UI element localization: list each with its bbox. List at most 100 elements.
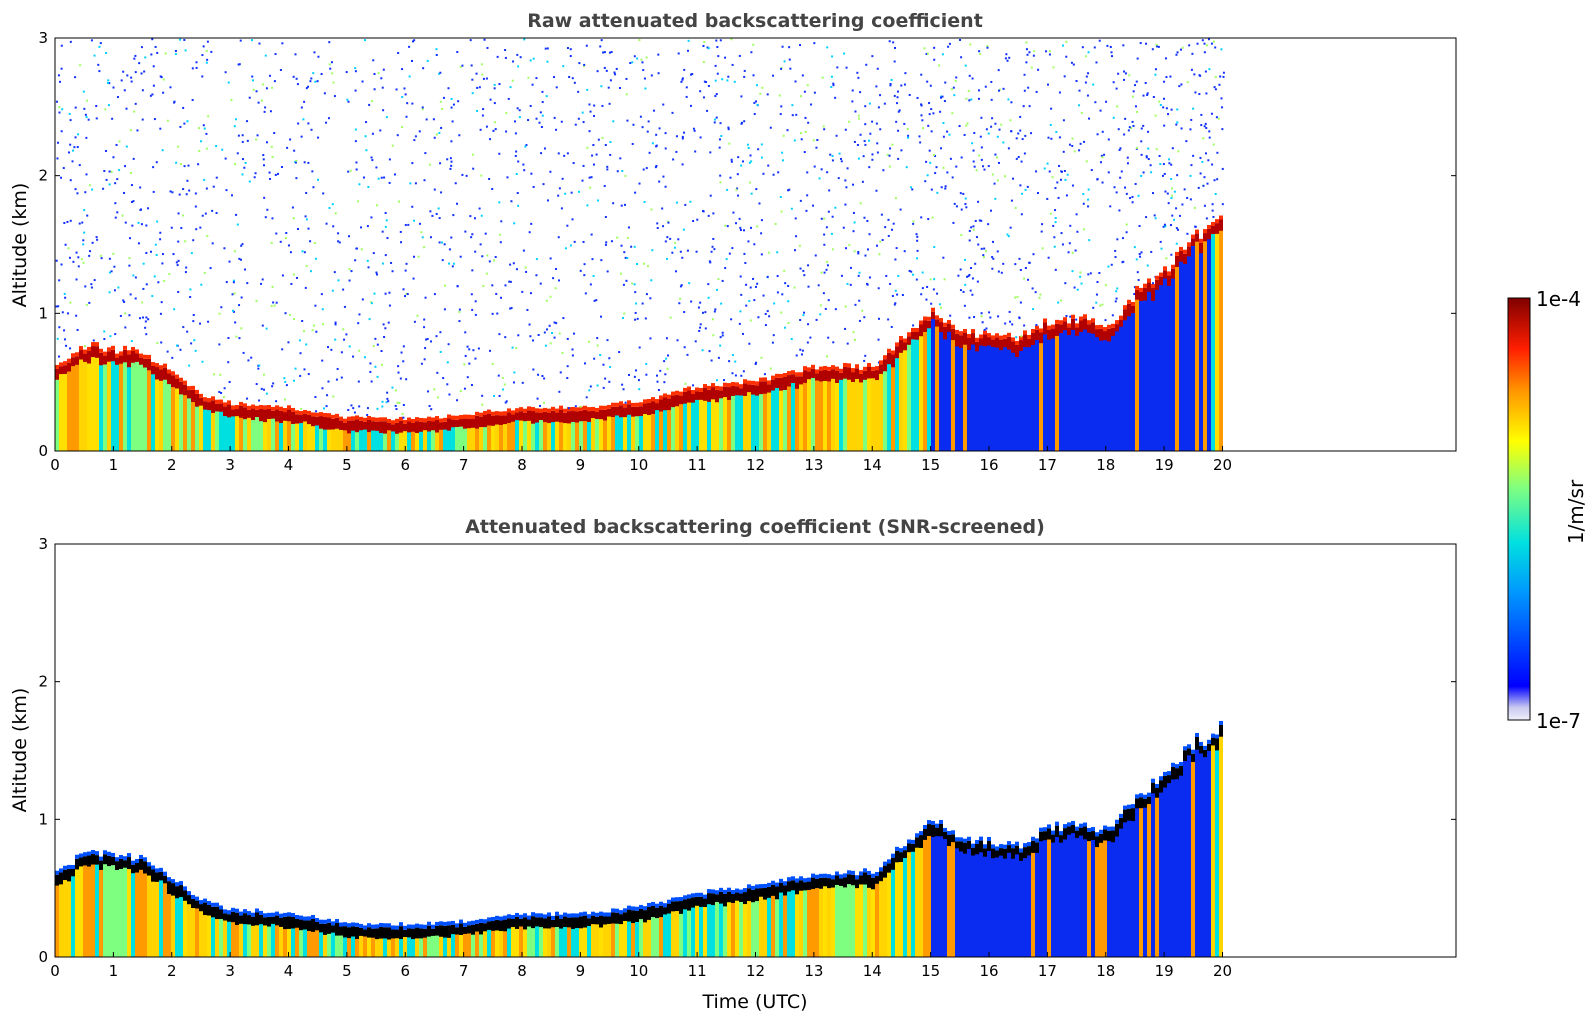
heatmap-cell-edge — [939, 318, 943, 323]
heatmap-cell-noise — [651, 249, 654, 252]
heatmap-cell-noise — [877, 361, 880, 364]
heatmap-cell-body — [731, 390, 735, 451]
heatmap-cell-noise — [459, 255, 462, 258]
heatmap-cell-body — [459, 929, 463, 957]
heatmap-cell-layer — [55, 874, 59, 886]
heatmap-cell-noise — [369, 362, 372, 365]
heatmap-cell-layer — [507, 918, 511, 929]
heatmap-cell-layer — [711, 387, 715, 400]
heatmap-cell-noise — [247, 359, 250, 362]
heatmap-cell-edge — [1155, 275, 1159, 280]
heatmap-cell-noise — [925, 298, 928, 301]
heatmap-cell-noise — [322, 192, 325, 195]
heatmap-cell-noise — [607, 86, 610, 89]
heatmap-cell-noise — [868, 276, 871, 279]
heatmap-cell-noise — [949, 157, 952, 160]
heatmap-cell-body — [767, 892, 771, 957]
heatmap-cell-noise — [799, 95, 802, 98]
heatmap-cell-noise — [936, 292, 939, 295]
heatmap-cell-noise — [1137, 194, 1140, 197]
heatmap-cell-noise — [750, 226, 753, 229]
heatmap-cell-noise — [1131, 120, 1134, 123]
heatmap-cell-noise — [459, 65, 462, 68]
heatmap-cell-layer — [523, 412, 527, 422]
heatmap-cell-noise — [1145, 156, 1148, 159]
heatmap-cell-noise — [1133, 246, 1136, 249]
heatmap-cell-edge — [403, 419, 407, 424]
heatmap-cell-edge — [967, 334, 971, 339]
heatmap-cell-noise — [63, 222, 66, 225]
heatmap-cell-layer — [1115, 324, 1119, 332]
heatmap-cell-noise — [539, 282, 542, 285]
heatmap-cell-body — [95, 859, 99, 957]
heatmap-cell-layer — [1099, 328, 1103, 341]
heatmap-cell-edge — [443, 417, 447, 422]
heatmap-cell-layer — [1179, 250, 1183, 262]
heatmap-cell-layer — [947, 834, 951, 847]
heatmap-cell-body — [875, 879, 879, 957]
heatmap-cell-noise — [186, 179, 189, 182]
heatmap-cell-noise — [1220, 97, 1223, 100]
heatmap-cell-noise — [861, 180, 864, 183]
heatmap-cell-noise — [1192, 107, 1195, 110]
heatmap-cell-layer — [579, 916, 583, 929]
heatmap-cell-noise — [996, 250, 999, 253]
heatmap-cell-noise — [231, 293, 234, 296]
heatmap-cell-noise — [1190, 118, 1193, 121]
heatmap-cell-noise — [262, 154, 265, 157]
heatmap-cell-noise — [581, 179, 584, 182]
heatmap-cell-edge — [827, 366, 831, 371]
heatmap-cell-edge — [1203, 229, 1207, 234]
heatmap-cell-body — [1115, 327, 1119, 451]
heatmap-cell-edge — [739, 889, 743, 894]
heatmap-cell-layer — [183, 890, 187, 901]
heatmap-cell-noise — [853, 338, 856, 341]
heatmap-cell-noise — [268, 74, 271, 77]
heatmap-cell-layer — [767, 384, 771, 393]
heatmap-cell-noise — [86, 99, 89, 102]
heatmap-cell-edge — [1107, 826, 1111, 831]
heatmap-cell-noise — [311, 329, 314, 332]
heatmap-cell-layer — [1067, 826, 1071, 835]
heatmap-cell-edge — [703, 894, 707, 899]
heatmap-cell-body — [755, 894, 759, 957]
heatmap-cell-noise — [744, 262, 747, 265]
heatmap-cell-noise — [837, 177, 840, 180]
heatmap-cell-noise — [789, 67, 792, 70]
heatmap-cell-noise — [825, 226, 828, 229]
heatmap-cell-noise — [529, 335, 532, 338]
heatmap-cell-layer — [1059, 324, 1063, 334]
heatmap-cell-noise — [1018, 257, 1021, 260]
heatmap-cell-body — [627, 915, 631, 957]
heatmap-cell-noise — [803, 274, 806, 277]
top-x-axis: 0 1 2 3 4 5 6 7 8 9 10 11 12 13 14 15 16 17 18 19 20 — [50, 446, 1232, 474]
heatmap-cell-noise — [486, 46, 489, 49]
heatmap-cell-layer — [863, 370, 867, 380]
heatmap-cell-noise — [536, 397, 539, 400]
heatmap-cell-noise — [1121, 237, 1124, 240]
heatmap-cell-edge — [999, 335, 1003, 340]
heatmap-cell-noise — [634, 291, 637, 294]
heatmap-cell-edge — [79, 346, 83, 351]
heatmap-cell-noise — [876, 67, 879, 70]
heatmap-cell-body — [919, 330, 923, 451]
heatmap-cell-edge — [547, 408, 551, 413]
heatmap-cell-body — [515, 416, 519, 451]
heatmap-cell-noise — [807, 121, 810, 124]
heatmap-cell-noise — [221, 148, 224, 151]
heatmap-cell-noise — [1075, 213, 1078, 216]
heatmap-cell-noise — [123, 89, 126, 92]
heatmap-cell-body — [1203, 237, 1207, 451]
heatmap-cell-layer — [355, 926, 359, 939]
heatmap-cell-noise — [665, 357, 668, 360]
heatmap-cell-body — [131, 868, 135, 957]
heatmap-cell-noise — [1215, 116, 1218, 119]
heatmap-cell-edge — [699, 892, 703, 897]
heatmap-cell-edge — [907, 839, 911, 844]
heatmap-cell-noise — [1151, 282, 1154, 285]
heatmap-cell-noise — [982, 254, 985, 257]
heatmap-cell-body — [1183, 258, 1187, 451]
heatmap-cell-noise — [669, 237, 672, 240]
heatmap-cell-body — [375, 426, 379, 451]
heatmap-cell-noise — [384, 212, 387, 215]
